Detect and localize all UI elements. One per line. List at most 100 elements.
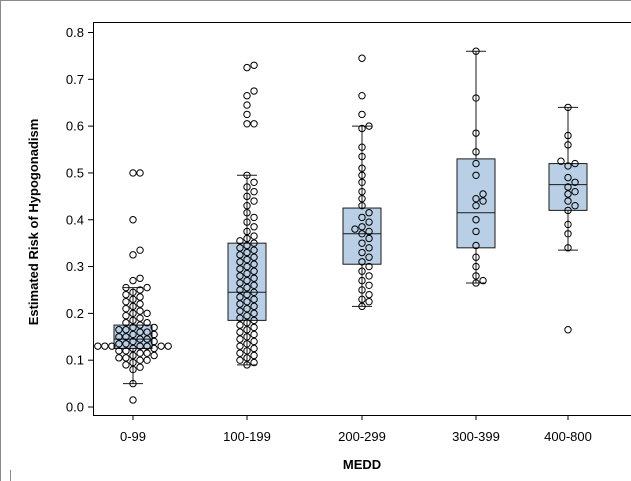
data-point (129, 330, 137, 339)
data-point (243, 92, 251, 100)
data-point (250, 330, 258, 339)
data-point (365, 227, 373, 236)
data-point (136, 293, 144, 301)
data-point (250, 337, 258, 346)
data-point (243, 262, 251, 271)
data-point (243, 110, 251, 119)
data-point (143, 328, 151, 336)
data-point (358, 267, 366, 275)
data-point (150, 337, 158, 346)
data-point (243, 269, 251, 278)
data-point (122, 340, 130, 348)
data-point (479, 190, 487, 198)
data-point (358, 295, 366, 304)
data-point (250, 309, 258, 318)
data-point (250, 281, 258, 289)
data-point (358, 164, 366, 172)
data-point (243, 171, 251, 179)
data-point (250, 351, 258, 360)
data-point (365, 262, 373, 271)
x-tick-label: 400-800 (544, 429, 592, 444)
data-point (136, 335, 144, 343)
data-point (243, 361, 251, 369)
y-tick-label: 0.5 (66, 165, 84, 180)
data-point (358, 302, 366, 311)
data-point (236, 279, 244, 287)
data-point (250, 288, 258, 297)
data-point (122, 304, 130, 313)
data-point (115, 333, 123, 341)
data-point (358, 258, 366, 266)
data-point (250, 187, 258, 196)
data-point (243, 218, 251, 226)
y-tick-label: 0.6 (66, 119, 84, 134)
data-point (129, 251, 137, 259)
data-point (564, 131, 572, 140)
data-point (479, 276, 487, 285)
x-axis-title: MEDD (343, 457, 381, 472)
y-tick-label: 0.8 (66, 25, 84, 40)
data-point (129, 316, 137, 325)
data-point (358, 92, 366, 100)
data-point (122, 319, 130, 327)
data-point (250, 358, 258, 367)
data-point (365, 272, 373, 280)
data-point (358, 223, 366, 231)
data-point (143, 319, 151, 327)
data-point (358, 143, 366, 151)
data-point (129, 302, 137, 311)
data-point (243, 209, 251, 217)
data-point (136, 328, 144, 336)
data-point (564, 244, 572, 252)
data-point (243, 297, 251, 306)
data-point (150, 351, 158, 360)
data-point (243, 326, 251, 334)
y-tick-label: 0.2 (66, 306, 84, 321)
data-point (358, 276, 366, 285)
data-point (143, 283, 151, 292)
data-point (472, 241, 480, 250)
data-point (472, 94, 480, 102)
data-point (243, 202, 251, 210)
data-point (150, 344, 158, 353)
data-point (358, 286, 366, 294)
data-point (122, 297, 130, 306)
data-point (358, 152, 366, 161)
data-point (472, 129, 480, 137)
box-group (548, 106, 588, 251)
data-point (143, 356, 151, 364)
box-group (342, 125, 382, 307)
data-point (472, 227, 480, 236)
data-point (564, 162, 572, 170)
data-point (358, 187, 366, 196)
data-point (101, 342, 109, 350)
data-point (236, 286, 244, 294)
data-point (136, 363, 144, 371)
data-point (365, 244, 373, 252)
data-point (136, 321, 144, 329)
data-point (472, 171, 480, 179)
data-point (472, 253, 480, 261)
data-point (472, 216, 480, 224)
data-point (472, 202, 480, 210)
data-point (143, 349, 151, 357)
data-point (122, 354, 130, 362)
data-point (243, 234, 251, 243)
plot-layer (94, 47, 588, 404)
data-point (358, 239, 366, 247)
data-point (250, 267, 258, 275)
y-axis-title: Estimated Risk of Hypogonadism (26, 119, 41, 326)
data-point (250, 178, 258, 187)
data-point (129, 323, 137, 332)
data-point (243, 319, 251, 327)
data-point (243, 290, 251, 299)
data-point (236, 265, 244, 273)
data-point (122, 333, 130, 341)
data-point (358, 248, 366, 257)
data-point (358, 171, 366, 179)
data-point (94, 342, 102, 350)
data-point (136, 286, 144, 294)
data-point (122, 326, 130, 334)
